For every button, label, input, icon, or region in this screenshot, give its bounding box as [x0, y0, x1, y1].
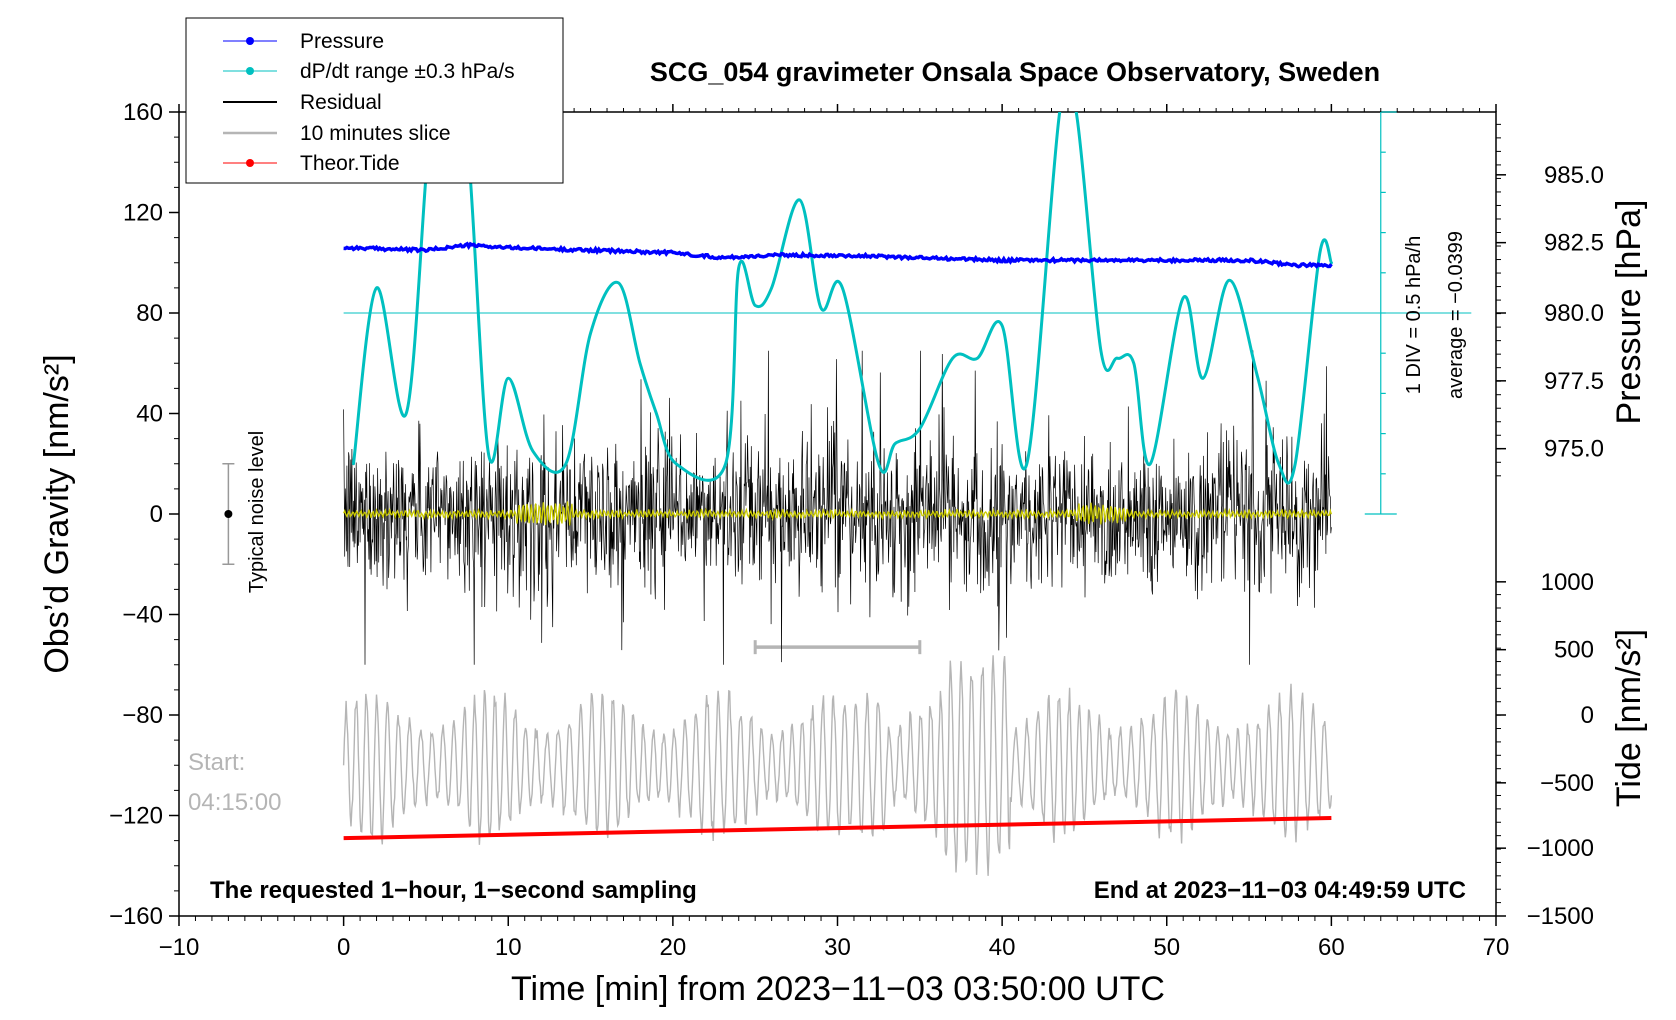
tide-line: [343, 816, 1332, 841]
footer-left-text: The requested 1−hour, 1−second sampling: [210, 877, 697, 904]
y-tick-label: 80: [136, 300, 163, 327]
y-tick-label: −40: [122, 602, 163, 629]
y-axis-title: Obs’d Gravity [nm/s²]: [38, 354, 76, 673]
y-tick-label: 120: [123, 200, 163, 227]
legend-pressure-label: Pressure: [300, 30, 384, 53]
x-tick-label: 70: [1483, 934, 1510, 961]
y-tick-label: −160: [109, 903, 163, 930]
noise-center-dot: [224, 510, 233, 518]
noise-level-label: Typical noise level: [246, 431, 268, 593]
residual-layer: [343, 350, 1332, 665]
x-axis-title: Time [min] from 2023−11−03 03:50:00 UTC: [511, 970, 1165, 1008]
x-tick-label: 60: [1318, 934, 1345, 961]
tide-tick-label: −1500: [1527, 903, 1594, 930]
start-label: Start:: [188, 749, 245, 776]
slice-line: [342, 655, 1333, 876]
x-tick-label: 10: [495, 934, 522, 961]
axes-layer: −10 0 10 20 30 40 50 60 70 160 120 80 40 0 −40 −80 −120 −…: [109, 99, 1604, 961]
dpdt-div-label: 1 DIV = 0.5 hPa/h: [1403, 236, 1425, 394]
legend-dpdt-label: dP/dt range ±0.3 hPa/s: [300, 60, 515, 83]
x-tick-label: 40: [989, 934, 1016, 961]
y-tick-label: −120: [109, 803, 163, 830]
y-tick-label: 40: [136, 401, 163, 428]
pressure-axis-title: Pressure [hPa]: [1610, 200, 1648, 425]
tide-layer: [343, 816, 1332, 841]
x-tick-label: −10: [159, 934, 200, 961]
legend-box: [185, 17, 564, 184]
legend-residual-label: Residual: [300, 91, 382, 114]
y-tick-label: 160: [123, 99, 163, 126]
tide-tick-label: 500: [1554, 637, 1594, 664]
pressure-tick-label: 982.5: [1544, 230, 1604, 257]
x-tick-label: 30: [824, 934, 851, 961]
x-tick-label: 50: [1153, 934, 1180, 961]
legend-tide-label: Theor.Tide: [300, 152, 400, 175]
chart-title: SCG_054 gravimeter Onsala Space Observat…: [650, 57, 1380, 87]
slice-layer: [342, 640, 1333, 876]
pressure-tick-label: 975.0: [1544, 436, 1604, 463]
x-tick-label: 0: [337, 934, 350, 961]
yellow-trace-layer: [343, 501, 1333, 526]
residual-line: [343, 350, 1332, 665]
y-tick-label: −80: [122, 702, 163, 729]
yellow-smoothed-line: [343, 501, 1333, 526]
noise-level-marker: [222, 463, 235, 565]
legend: Pressure dP/dt range ±0.3 hPa/s Residual…: [185, 17, 564, 184]
pressure-line: [343, 241, 1333, 269]
start-time-label: 04:15:00: [188, 789, 281, 816]
legend-tide-marker: [246, 159, 254, 167]
dpdt-layer: [352, 112, 1333, 485]
legend-slice-label: 10 minutes slice: [300, 122, 451, 145]
pressure-tick-label: 980.0: [1544, 300, 1604, 327]
tide-axis-title: Tide [nm/s²]: [1610, 629, 1648, 807]
tide-tick-label: −1000: [1527, 835, 1594, 862]
legend-dpdt-marker: [246, 67, 254, 75]
dpdt-average-label: average = −0.0399: [1445, 231, 1467, 399]
pressure-tick-label: 985.0: [1544, 162, 1604, 189]
pressure-layer: [343, 241, 1333, 269]
tide-tick-label: 1000: [1541, 569, 1594, 596]
pressure-tick-label: 977.5: [1544, 368, 1604, 395]
footer-right-text: End at 2023−11−03 04:49:59 UTC: [1094, 877, 1466, 904]
y-tick-label: 0: [150, 501, 163, 528]
legend-pressure-marker: [246, 37, 254, 45]
tide-tick-label: 0: [1581, 702, 1594, 729]
x-tick-label: 20: [660, 934, 687, 961]
dpdt-scale-bar: [1364, 111, 1397, 515]
tide-tick-label: −500: [1540, 770, 1594, 797]
dpdt-line: [352, 112, 1333, 485]
